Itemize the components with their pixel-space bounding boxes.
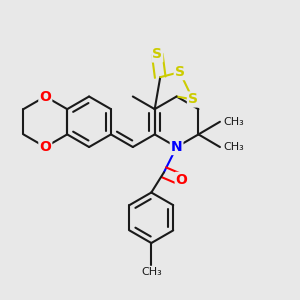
- Text: CH₃: CH₃: [223, 142, 244, 152]
- Text: N: N: [171, 140, 182, 154]
- Text: O: O: [39, 89, 51, 103]
- Text: S: S: [188, 92, 198, 106]
- Text: CH₃: CH₃: [223, 117, 244, 127]
- Text: S: S: [175, 65, 185, 79]
- Text: O: O: [39, 140, 51, 154]
- Text: O: O: [176, 173, 188, 187]
- Text: CH₃: CH₃: [141, 268, 162, 278]
- Text: S: S: [152, 47, 162, 61]
